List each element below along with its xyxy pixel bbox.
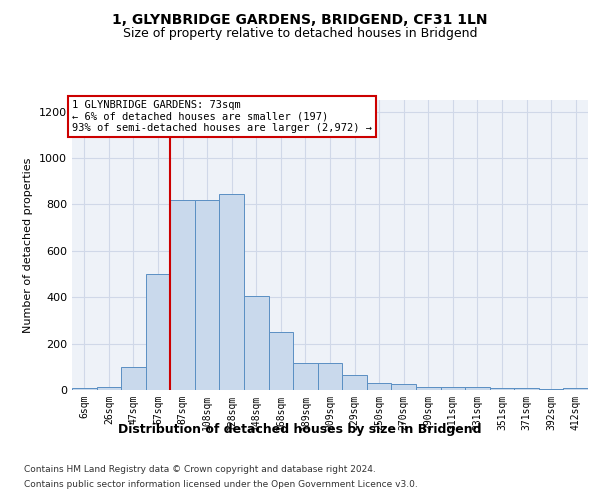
Text: 1 GLYNBRIDGE GARDENS: 73sqm
← 6% of detached houses are smaller (197)
93% of sem: 1 GLYNBRIDGE GARDENS: 73sqm ← 6% of deta… [72, 100, 372, 133]
Text: Size of property relative to detached houses in Bridgend: Size of property relative to detached ho… [123, 28, 477, 40]
Text: Contains public sector information licensed under the Open Government Licence v3: Contains public sector information licen… [24, 480, 418, 489]
Bar [121, 367, 146, 390]
Bar [293, 364, 318, 390]
Bar [244, 296, 269, 390]
Bar [465, 387, 490, 390]
Bar [416, 386, 440, 390]
Bar [440, 387, 465, 390]
Bar [342, 375, 367, 390]
Text: Distribution of detached houses by size in Bridgend: Distribution of detached houses by size … [118, 422, 482, 436]
Y-axis label: Number of detached properties: Number of detached properties [23, 158, 34, 332]
Bar [514, 388, 539, 390]
Text: 1, GLYNBRIDGE GARDENS, BRIDGEND, CF31 1LN: 1, GLYNBRIDGE GARDENS, BRIDGEND, CF31 1L… [112, 12, 488, 26]
Bar [146, 274, 170, 390]
Bar [563, 388, 588, 390]
Text: Contains HM Land Registry data © Crown copyright and database right 2024.: Contains HM Land Registry data © Crown c… [24, 465, 376, 474]
Bar [72, 388, 97, 390]
Bar [220, 194, 244, 390]
Bar [97, 386, 121, 390]
Bar [170, 200, 195, 390]
Bar [490, 388, 514, 390]
Bar [539, 389, 563, 390]
Bar [391, 384, 416, 390]
Bar [367, 383, 391, 390]
Bar [318, 364, 342, 390]
Bar [269, 332, 293, 390]
Bar [195, 200, 220, 390]
